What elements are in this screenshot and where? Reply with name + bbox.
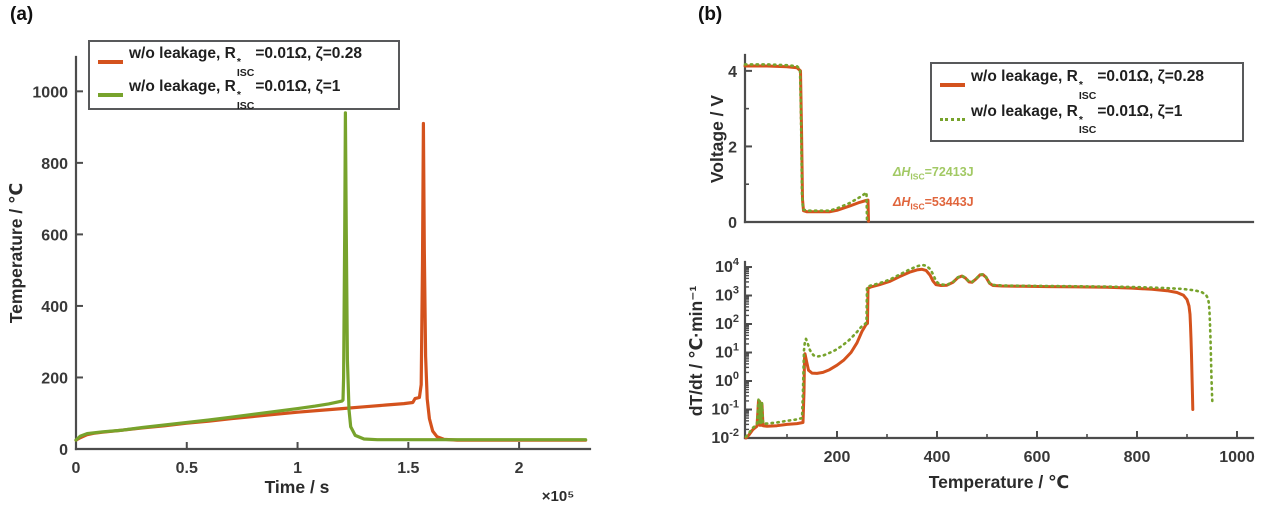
y-axis-label: Temperature / ℃ [6,183,26,324]
panel-b-legend: w/o leakage, R * ISC =0.01Ω, ζ=0.28 w/o lea… [930,62,1244,142]
panel-a-legend: w/o leakage, R * ISC =0.01Ω, ζ=0.28 w/o lea… [88,40,400,111]
green-dotted-line-swatch [940,117,965,121]
x-axis-multiplier: ×10⁵ [542,488,575,505]
svg-text:200: 200 [41,370,68,387]
series-green-dotted [744,263,1214,439]
svg-text:100: 100 [715,370,739,390]
panel-a-label: (a) [10,4,34,25]
svg-text:1000: 1000 [1219,449,1255,466]
series-green-solid [74,111,588,442]
svg-text:400: 400 [924,449,951,466]
svg-text:800: 800 [1124,449,1151,466]
svg-text:101: 101 [715,342,739,362]
axes: 0 0.5 1 1.5 2 0 200 400 600 800 1000 [32,55,592,477]
x-axis-label: Temperature / ℃ [929,472,1070,492]
red-solid-line-swatch [940,82,965,87]
svg-text:10-1: 10-1 [711,399,739,419]
svg-text:600: 600 [41,227,68,244]
legend-label: w/o leakage, R * ISC =0.01Ω, ζ=0.28 [129,45,362,79]
svg-text:0.5: 0.5 [176,460,198,477]
red-solid-line-swatch [98,59,123,64]
delta-h-isc-green-annotation: ΔHISC=72413J [893,165,974,182]
svg-text:800: 800 [41,156,68,173]
series-red-solid [744,267,1195,440]
green-solid-line-swatch [98,92,123,97]
y-axis-label: dT/dt / ℃·min⁻¹ [686,286,706,417]
axes: 0 2 4 [728,53,1255,232]
legend-label: w/o leakage, R * ISC =0.01Ω, ζ=1 [129,78,341,112]
svg-text:103: 103 [715,285,739,305]
svg-text:10-2: 10-2 [711,427,739,447]
panel-a-temperature-time-chart: 0 0.5 1 1.5 2 0 200 400 600 800 1000 Time / s Temper… [6,55,592,505]
legend-entry-red: w/o leakage, R * ISC =0.01Ω, ζ=0.28 [940,68,1234,101]
svg-text:2: 2 [728,139,737,156]
svg-text:200: 200 [824,449,851,466]
svg-text:104: 104 [715,258,740,276]
panel-b-label: (b) [698,4,723,25]
svg-text:1000: 1000 [32,84,68,101]
series-red-solid [74,121,588,442]
x-axis-label: Time / s [265,477,330,497]
svg-text:0: 0 [59,442,68,459]
svg-text:1: 1 [293,460,302,477]
svg-text:400: 400 [41,299,68,316]
series-green-dotted [743,63,869,223]
svg-text:600: 600 [1024,449,1051,466]
series-red-solid [743,64,870,223]
svg-text:2: 2 [515,460,524,477]
svg-text:0: 0 [72,460,81,477]
axes: 200 400 600 800 1000 10-2 10-1 100 101 102 103 104 [711,258,1254,466]
svg-text:1.5: 1.5 [397,460,419,477]
legend-entry-green-dotted: w/o leakage, R * ISC =0.01Ω, ζ=1 [940,103,1234,136]
legend-label: w/o leakage, R * ISC =0.01Ω, ζ=1 [971,102,1183,137]
panel-b-dtdt-chart: 200 400 600 800 1000 10-2 10-1 100 101 102 103 104 T… [686,258,1255,492]
legend-label: w/o leakage, R * ISC =0.01Ω, ζ=0.28 [971,68,1204,102]
legend-entry-green: w/o leakage, R * ISC =0.01Ω, ζ=1 [98,78,390,111]
legend-entry-red: w/o leakage, R * ISC =0.01Ω, ζ=0.28 [98,45,390,78]
y-axis-label: Voltage / V [707,95,727,183]
svg-text:0: 0 [728,215,737,232]
svg-text:4: 4 [728,64,737,81]
delta-h-isc-red-annotation: ΔHISC=53443J [893,195,974,212]
svg-text:102: 102 [715,313,739,333]
